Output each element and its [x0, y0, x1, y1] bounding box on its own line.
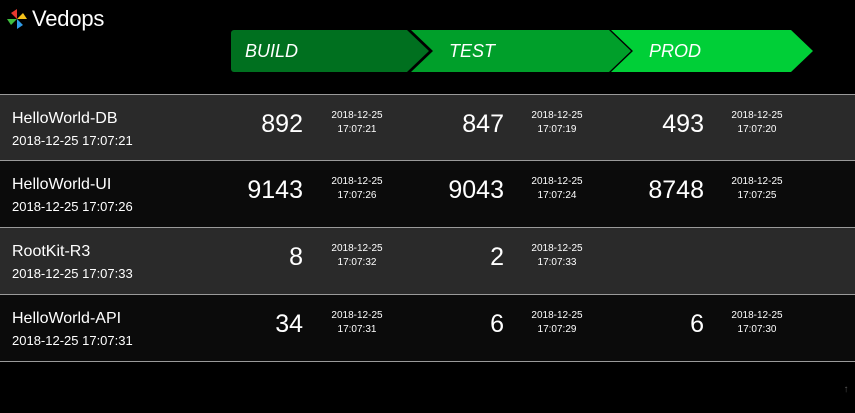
build-count: 892	[261, 110, 303, 138]
test-clock: 17:07:24	[537, 190, 577, 201]
prod-count: 6	[690, 310, 704, 338]
prod-date: 2018-12-25	[731, 176, 783, 187]
prod-count: 493	[662, 110, 704, 138]
build-count: 9143	[247, 176, 303, 204]
build-timestamp: 2018-12-25 17:07:31	[322, 309, 392, 337]
build-clock: 17:07:31	[337, 324, 377, 335]
stage-prod[interactable]: PROD	[611, 30, 813, 72]
build-count: 8	[289, 243, 303, 271]
app-name: HelloWorld-API	[12, 310, 122, 327]
prod-timestamp: 2018-12-25 17:07:25	[722, 175, 792, 203]
app-timestamp: 2018-12-25 17:07:26	[12, 199, 133, 214]
pipeline-stages: BUILD TEST PROD	[231, 30, 813, 72]
test-count: 9043	[448, 176, 504, 204]
test-count: 6	[490, 310, 504, 338]
build-timestamp: 2018-12-25 17:07:21	[322, 109, 392, 137]
arrow-up-icon[interactable]: ↑	[843, 384, 849, 395]
stage-test[interactable]: TEST	[411, 30, 631, 72]
test-timestamp: 2018-12-25 17:07:33	[522, 242, 592, 270]
prod-clock: 17:07:30	[737, 324, 777, 335]
test-count: 2	[490, 243, 504, 271]
build-clock: 17:07:32	[337, 257, 377, 268]
test-clock: 17:07:29	[537, 324, 577, 335]
table-row[interactable]: HelloWorld-DB 2018-12-25 17:07:21 892 20…	[0, 94, 855, 161]
build-timestamp: 2018-12-25 17:07:26	[322, 175, 392, 203]
table-row[interactable]: HelloWorld-API 2018-12-25 17:07:31 34 20…	[0, 295, 855, 362]
test-date: 2018-12-25	[531, 310, 583, 321]
pinwheel-logo-icon	[7, 9, 27, 29]
test-date: 2018-12-25	[531, 176, 583, 187]
brand-logo[interactable]: Vedops	[6, 6, 104, 32]
test-clock: 17:07:19	[537, 124, 577, 135]
build-clock: 17:07:26	[337, 190, 377, 201]
app-timestamp: 2018-12-25 17:07:21	[12, 133, 133, 148]
prod-clock: 17:07:20	[737, 124, 777, 135]
test-timestamp: 2018-12-25 17:07:24	[522, 175, 592, 203]
prod-timestamp: 2018-12-25 17:07:20	[722, 109, 792, 137]
stage-build[interactable]: BUILD	[231, 30, 429, 72]
test-timestamp: 2018-12-25 17:07:19	[522, 109, 592, 137]
table-row[interactable]: RootKit-R3 2018-12-25 17:07:33 8 2018-12…	[0, 228, 855, 295]
prod-date: 2018-12-25	[731, 110, 783, 121]
pipeline-table: HelloWorld-DB 2018-12-25 17:07:21 892 20…	[0, 94, 855, 362]
build-date: 2018-12-25	[331, 176, 383, 187]
app-name: RootKit-R3	[12, 243, 91, 260]
test-timestamp: 2018-12-25 17:07:29	[522, 309, 592, 337]
table-row[interactable]: HelloWorld-UI 2018-12-25 17:07:26 9143 2…	[0, 161, 855, 228]
app-timestamp: 2018-12-25 17:07:33	[12, 266, 133, 281]
app-timestamp: 2018-12-25 17:07:31	[12, 333, 133, 348]
build-count: 34	[275, 310, 303, 338]
build-date: 2018-12-25	[331, 110, 383, 121]
prod-count: 8748	[648, 176, 704, 204]
test-count: 847	[462, 110, 504, 138]
build-date: 2018-12-25	[331, 310, 383, 321]
app-name: HelloWorld-DB	[12, 110, 118, 127]
app-name: HelloWorld-UI	[12, 176, 112, 193]
prod-clock: 17:07:25	[737, 190, 777, 201]
test-clock: 17:07:33	[537, 257, 577, 268]
build-clock: 17:07:21	[337, 124, 377, 135]
build-date: 2018-12-25	[331, 243, 383, 254]
test-date: 2018-12-25	[531, 243, 583, 254]
prod-timestamp: 2018-12-25 17:07:30	[722, 309, 792, 337]
brand-name: Vedops	[32, 6, 105, 31]
test-date: 2018-12-25	[531, 110, 583, 121]
build-timestamp: 2018-12-25 17:07:32	[322, 242, 392, 270]
prod-date: 2018-12-25	[731, 310, 783, 321]
